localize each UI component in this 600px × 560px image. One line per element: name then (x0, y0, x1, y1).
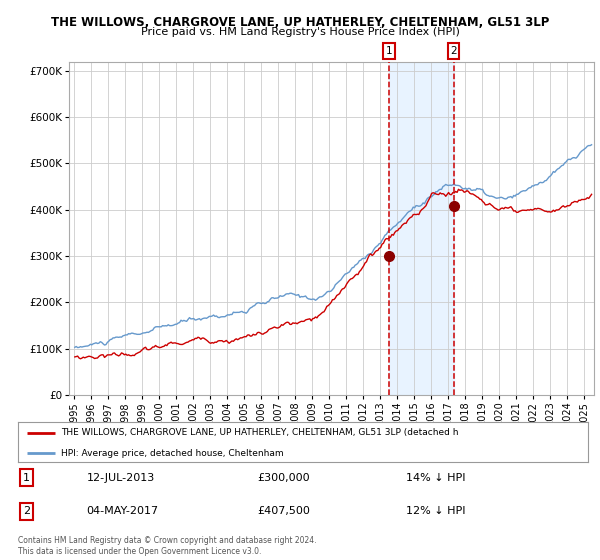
Text: 1: 1 (386, 46, 392, 56)
Text: £300,000: £300,000 (257, 473, 310, 483)
Text: Price paid vs. HM Land Registry's House Price Index (HPI): Price paid vs. HM Land Registry's House … (140, 27, 460, 37)
Text: 12% ↓ HPI: 12% ↓ HPI (406, 506, 465, 516)
Text: 1: 1 (23, 473, 30, 483)
Text: 12-JUL-2013: 12-JUL-2013 (86, 473, 155, 483)
Text: £407,500: £407,500 (257, 506, 310, 516)
Text: 2: 2 (23, 506, 30, 516)
Text: 2: 2 (450, 46, 457, 56)
Text: 14% ↓ HPI: 14% ↓ HPI (406, 473, 465, 483)
Text: THE WILLOWS, CHARGROVE LANE, UP HATHERLEY, CHELTENHAM, GL51 3LP (detached h: THE WILLOWS, CHARGROVE LANE, UP HATHERLE… (61, 428, 458, 437)
Text: THE WILLOWS, CHARGROVE LANE, UP HATHERLEY, CHELTENHAM, GL51 3LP: THE WILLOWS, CHARGROVE LANE, UP HATHERLE… (51, 16, 549, 29)
Bar (389, 62, 454, 395)
Text: 04-MAY-2017: 04-MAY-2017 (86, 506, 158, 516)
Text: Contains HM Land Registry data © Crown copyright and database right 2024.
This d: Contains HM Land Registry data © Crown c… (18, 536, 317, 556)
Text: HPI: Average price, detached house, Cheltenham: HPI: Average price, detached house, Chel… (61, 449, 283, 458)
